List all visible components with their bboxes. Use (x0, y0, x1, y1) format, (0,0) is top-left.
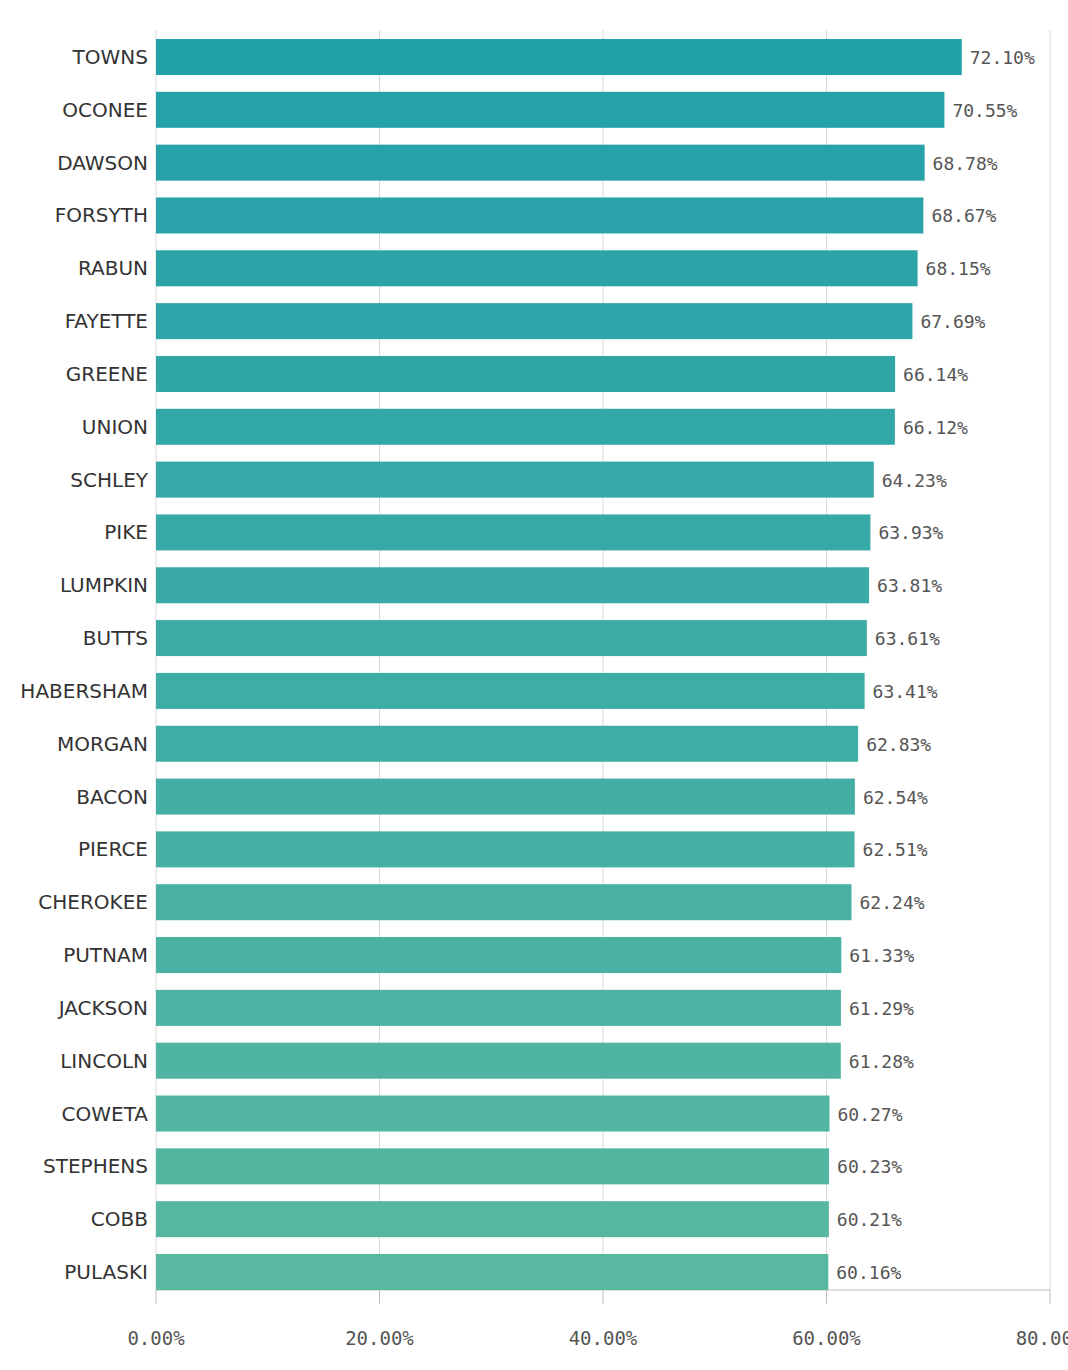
bar (156, 462, 874, 498)
data-label: 66.12% (903, 417, 968, 438)
data-label: 64.23% (882, 470, 947, 491)
data-label: 63.41% (873, 681, 938, 702)
bar (156, 884, 852, 920)
bar (156, 567, 869, 603)
bar (156, 514, 870, 550)
bar (156, 726, 858, 762)
data-label: 67.69% (920, 311, 985, 332)
bar (156, 990, 841, 1026)
category-label: PUTNAM (63, 943, 148, 967)
bar (156, 937, 841, 973)
data-label: 62.24% (860, 892, 925, 913)
data-label: 63.93% (878, 522, 943, 543)
bar (156, 620, 867, 656)
bar (156, 831, 855, 867)
category-label: RABUN (78, 256, 148, 280)
data-label: 70.55% (952, 100, 1017, 121)
data-label: 62.83% (866, 734, 931, 755)
tick-mark (603, 1290, 604, 1304)
data-label: 68.78% (933, 153, 998, 174)
data-label: 63.81% (877, 575, 942, 596)
bar (156, 673, 865, 709)
category-label: MORGAN (57, 732, 148, 756)
bar (156, 39, 962, 75)
data-label: 61.28% (849, 1051, 914, 1072)
grid-line (1050, 30, 1051, 1290)
category-label: COBB (91, 1207, 148, 1231)
category-label: SCHLEY (70, 468, 148, 492)
bar (156, 1201, 829, 1237)
category-label: CHEROKEE (38, 890, 148, 914)
data-label: 63.61% (875, 628, 940, 649)
bar (156, 250, 918, 286)
category-label: FORSYTH (55, 203, 148, 227)
category-label: COWETA (62, 1102, 149, 1126)
tick-label: 40.00% (569, 1327, 638, 1349)
bars (156, 39, 962, 1290)
bar (156, 779, 855, 815)
bar (156, 1148, 829, 1184)
tick-mark (156, 1290, 157, 1304)
category-label: FAYETTE (65, 309, 148, 333)
data-label: 72.10% (970, 47, 1035, 68)
data-label: 68.15% (926, 258, 991, 279)
bar (156, 409, 895, 445)
bar (156, 1254, 828, 1290)
bar (156, 145, 925, 181)
category-label: UNION (82, 415, 148, 439)
bar (156, 1043, 841, 1079)
category-label: TOWNS (72, 45, 148, 69)
category-label: LUMPKIN (60, 573, 148, 597)
bar (156, 356, 895, 392)
data-label: 60.23% (837, 1156, 902, 1177)
data-label: 68.67% (931, 205, 996, 226)
tick-mark (379, 1290, 380, 1304)
bar (156, 92, 944, 128)
tick-label: 20.00% (345, 1327, 414, 1349)
tick-label: 60.00% (792, 1327, 861, 1349)
category-label: GREENE (66, 362, 148, 386)
category-label: LINCOLN (60, 1049, 148, 1073)
category-label: DAWSON (57, 151, 148, 175)
bar (156, 197, 923, 233)
bar (156, 303, 912, 339)
data-label: 60.21% (837, 1209, 902, 1230)
category-label: JACKSON (57, 996, 148, 1020)
tick-mark (826, 1290, 827, 1304)
chart: 0.00% 20.00% 40.00% 60.00% 80.00% TOWNS OCONEE… (0, 0, 1068, 1370)
category-label: PIERCE (78, 837, 148, 861)
category-label: PIKE (104, 520, 148, 544)
tick-label: 80.00% (1016, 1327, 1068, 1349)
data-label: 66.14% (903, 364, 968, 385)
data-label: 60.16% (836, 1262, 901, 1283)
tick-mark (1050, 1290, 1051, 1304)
data-label: 62.54% (863, 787, 928, 808)
data-label: 60.27% (838, 1104, 903, 1125)
data-label: 61.33% (849, 945, 914, 966)
category-label: HABERSHAM (20, 679, 148, 703)
grid (156, 30, 1050, 1304)
tick-label: 0.00% (127, 1327, 185, 1349)
data-label: 62.51% (863, 839, 928, 860)
data-label: 61.29% (849, 998, 914, 1019)
category-label: BACON (76, 785, 148, 809)
category-label: OCONEE (62, 98, 148, 122)
category-label: STEPHENS (43, 1154, 148, 1178)
category-label: BUTTS (83, 626, 148, 650)
bar (156, 1096, 830, 1132)
category-label: PULASKI (64, 1260, 148, 1284)
